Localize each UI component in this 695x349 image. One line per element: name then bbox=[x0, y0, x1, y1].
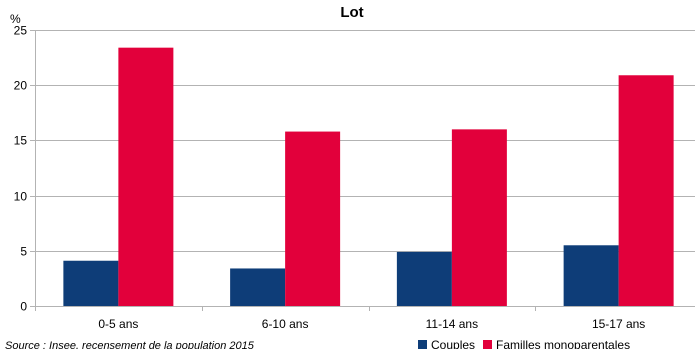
x-tick-label: 6-10 ans bbox=[262, 317, 309, 331]
bar-familles-monoparentales bbox=[451, 129, 507, 306]
y-tick-label: 25 bbox=[14, 24, 28, 38]
y-tick-label: 0 bbox=[20, 300, 27, 314]
bar-couples bbox=[396, 251, 452, 306]
y-tick-label: 10 bbox=[14, 190, 28, 204]
bar-familles-monoparentales bbox=[285, 131, 341, 306]
y-tick-label: 20 bbox=[14, 79, 28, 93]
axis-labels: 0 5 10 15 20 25 0-5 ans 6-10 ans 11-14 ans 15-17 … bbox=[14, 24, 646, 332]
y-axis-label: % bbox=[10, 12, 21, 26]
chart-title: Lot bbox=[340, 4, 363, 21]
x-tick-label: 0-5 ans bbox=[98, 317, 138, 331]
bar-familles-monoparentales bbox=[618, 75, 674, 306]
axes bbox=[30, 30, 695, 311]
source-note: Source : Insee, recensement de la popula… bbox=[5, 340, 255, 349]
legend: Couples Familles monoparentales bbox=[418, 338, 630, 349]
legend-swatch bbox=[483, 340, 492, 349]
y-tick-label: 15 bbox=[14, 134, 28, 148]
x-tick-label: 11-14 ans bbox=[426, 317, 478, 331]
bar-couples bbox=[230, 268, 286, 306]
legend-label: Couples bbox=[431, 338, 475, 349]
x-tick-label: 15-17 ans bbox=[592, 317, 645, 331]
bar-couples bbox=[563, 245, 619, 306]
bar-familles-monoparentales bbox=[118, 47, 174, 306]
y-tick-label: 5 bbox=[20, 245, 27, 259]
bars bbox=[63, 47, 674, 306]
legend-swatch bbox=[418, 340, 427, 349]
legend-label: Familles monoparentales bbox=[496, 338, 630, 349]
bar-couples bbox=[63, 260, 119, 306]
